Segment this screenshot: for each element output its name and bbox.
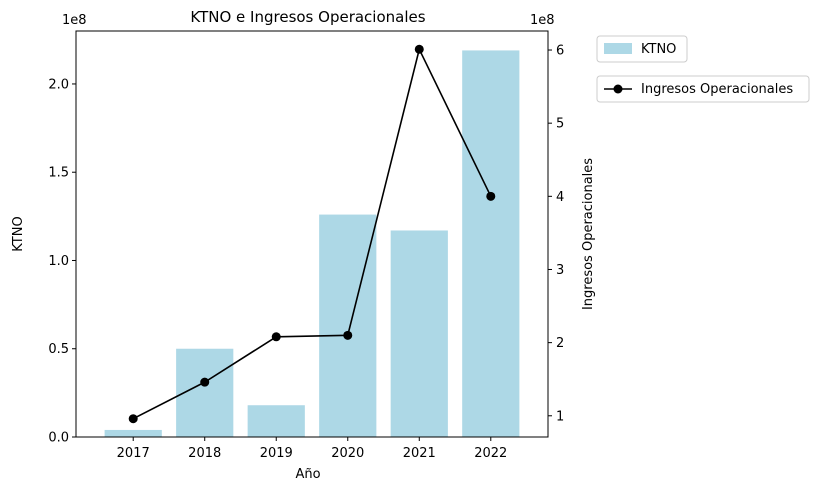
legend-box-ktno	[596, 35, 688, 63]
x-tick-label: 2018	[188, 446, 221, 461]
bar-ktno-2022	[462, 50, 520, 438]
point-ingresos-2019	[271, 332, 281, 342]
y-right-tick-label: 3	[556, 263, 564, 278]
x-tick-label: 2019	[260, 446, 293, 461]
y-right-tick-label: 2	[556, 336, 564, 351]
plot-frame	[75, 30, 549, 438]
legend-label-ktno: KTNO	[641, 42, 676, 57]
y-axis-right: 1 2 3 4 5 6	[548, 44, 564, 424]
y-right-tick-label: 4	[556, 190, 564, 205]
point-ingresos-2020	[343, 330, 353, 340]
y-left-tick-label: 1.0	[48, 254, 69, 269]
x-tick-label: 2021	[403, 446, 436, 461]
bar-ktno-2018	[176, 348, 234, 437]
legend-marker-ingresos	[613, 84, 623, 94]
point-ingresos-2022	[486, 191, 496, 201]
y-axis-left: 0.0 0.5 1.0 1.5 2.0	[48, 77, 76, 446]
bar-ktno-2020	[319, 214, 377, 437]
x-axis: 2017 2018 2019 2020 2021 2022	[117, 437, 507, 461]
bar-ktno-2021	[390, 230, 448, 437]
y-axis-left-label: KTNO	[11, 216, 26, 251]
y-left-tick-label: 1.5	[48, 166, 69, 181]
x-tick-label: 2020	[331, 446, 364, 461]
x-tick-label: 2017	[117, 446, 150, 461]
y-axis-left-exponent: 1e8	[62, 13, 87, 28]
y-axis-right-label: Ingresos Operacionales	[581, 158, 596, 310]
legend-ingresos: Ingresos Operacionales	[596, 75, 810, 103]
y-left-tick-label: 0.0	[48, 431, 69, 446]
legend-ktno: KTNO	[596, 35, 688, 63]
y-axis-right-exponent: 1e8	[530, 13, 555, 28]
legend-label-ingresos: Ingresos Operacionales	[641, 82, 793, 97]
x-axis-label: Año	[295, 467, 320, 482]
y-left-tick-label: 2.0	[48, 77, 69, 92]
bars-layer	[104, 50, 520, 438]
line-layer	[128, 44, 496, 424]
x-tick-label: 2022	[474, 446, 507, 461]
legend-swatch-ktno	[604, 43, 632, 54]
y-right-tick-label: 1	[556, 409, 564, 424]
point-ingresos-2021	[414, 44, 424, 54]
y-right-tick-label: 5	[556, 117, 564, 132]
line-ingresos	[132, 46, 492, 420]
legend-box-ingresos	[596, 75, 810, 103]
point-ingresos-2018	[200, 377, 210, 387]
chart-title: KTNO e Ingresos Operacionales	[190, 8, 425, 26]
bar-ktno-2019	[247, 405, 305, 437]
y-left-tick-label: 0.5	[48, 342, 69, 357]
point-ingresos-2017	[128, 414, 138, 424]
y-right-tick-label: 6	[556, 44, 564, 59]
bar-ktno-2017	[104, 429, 162, 437]
